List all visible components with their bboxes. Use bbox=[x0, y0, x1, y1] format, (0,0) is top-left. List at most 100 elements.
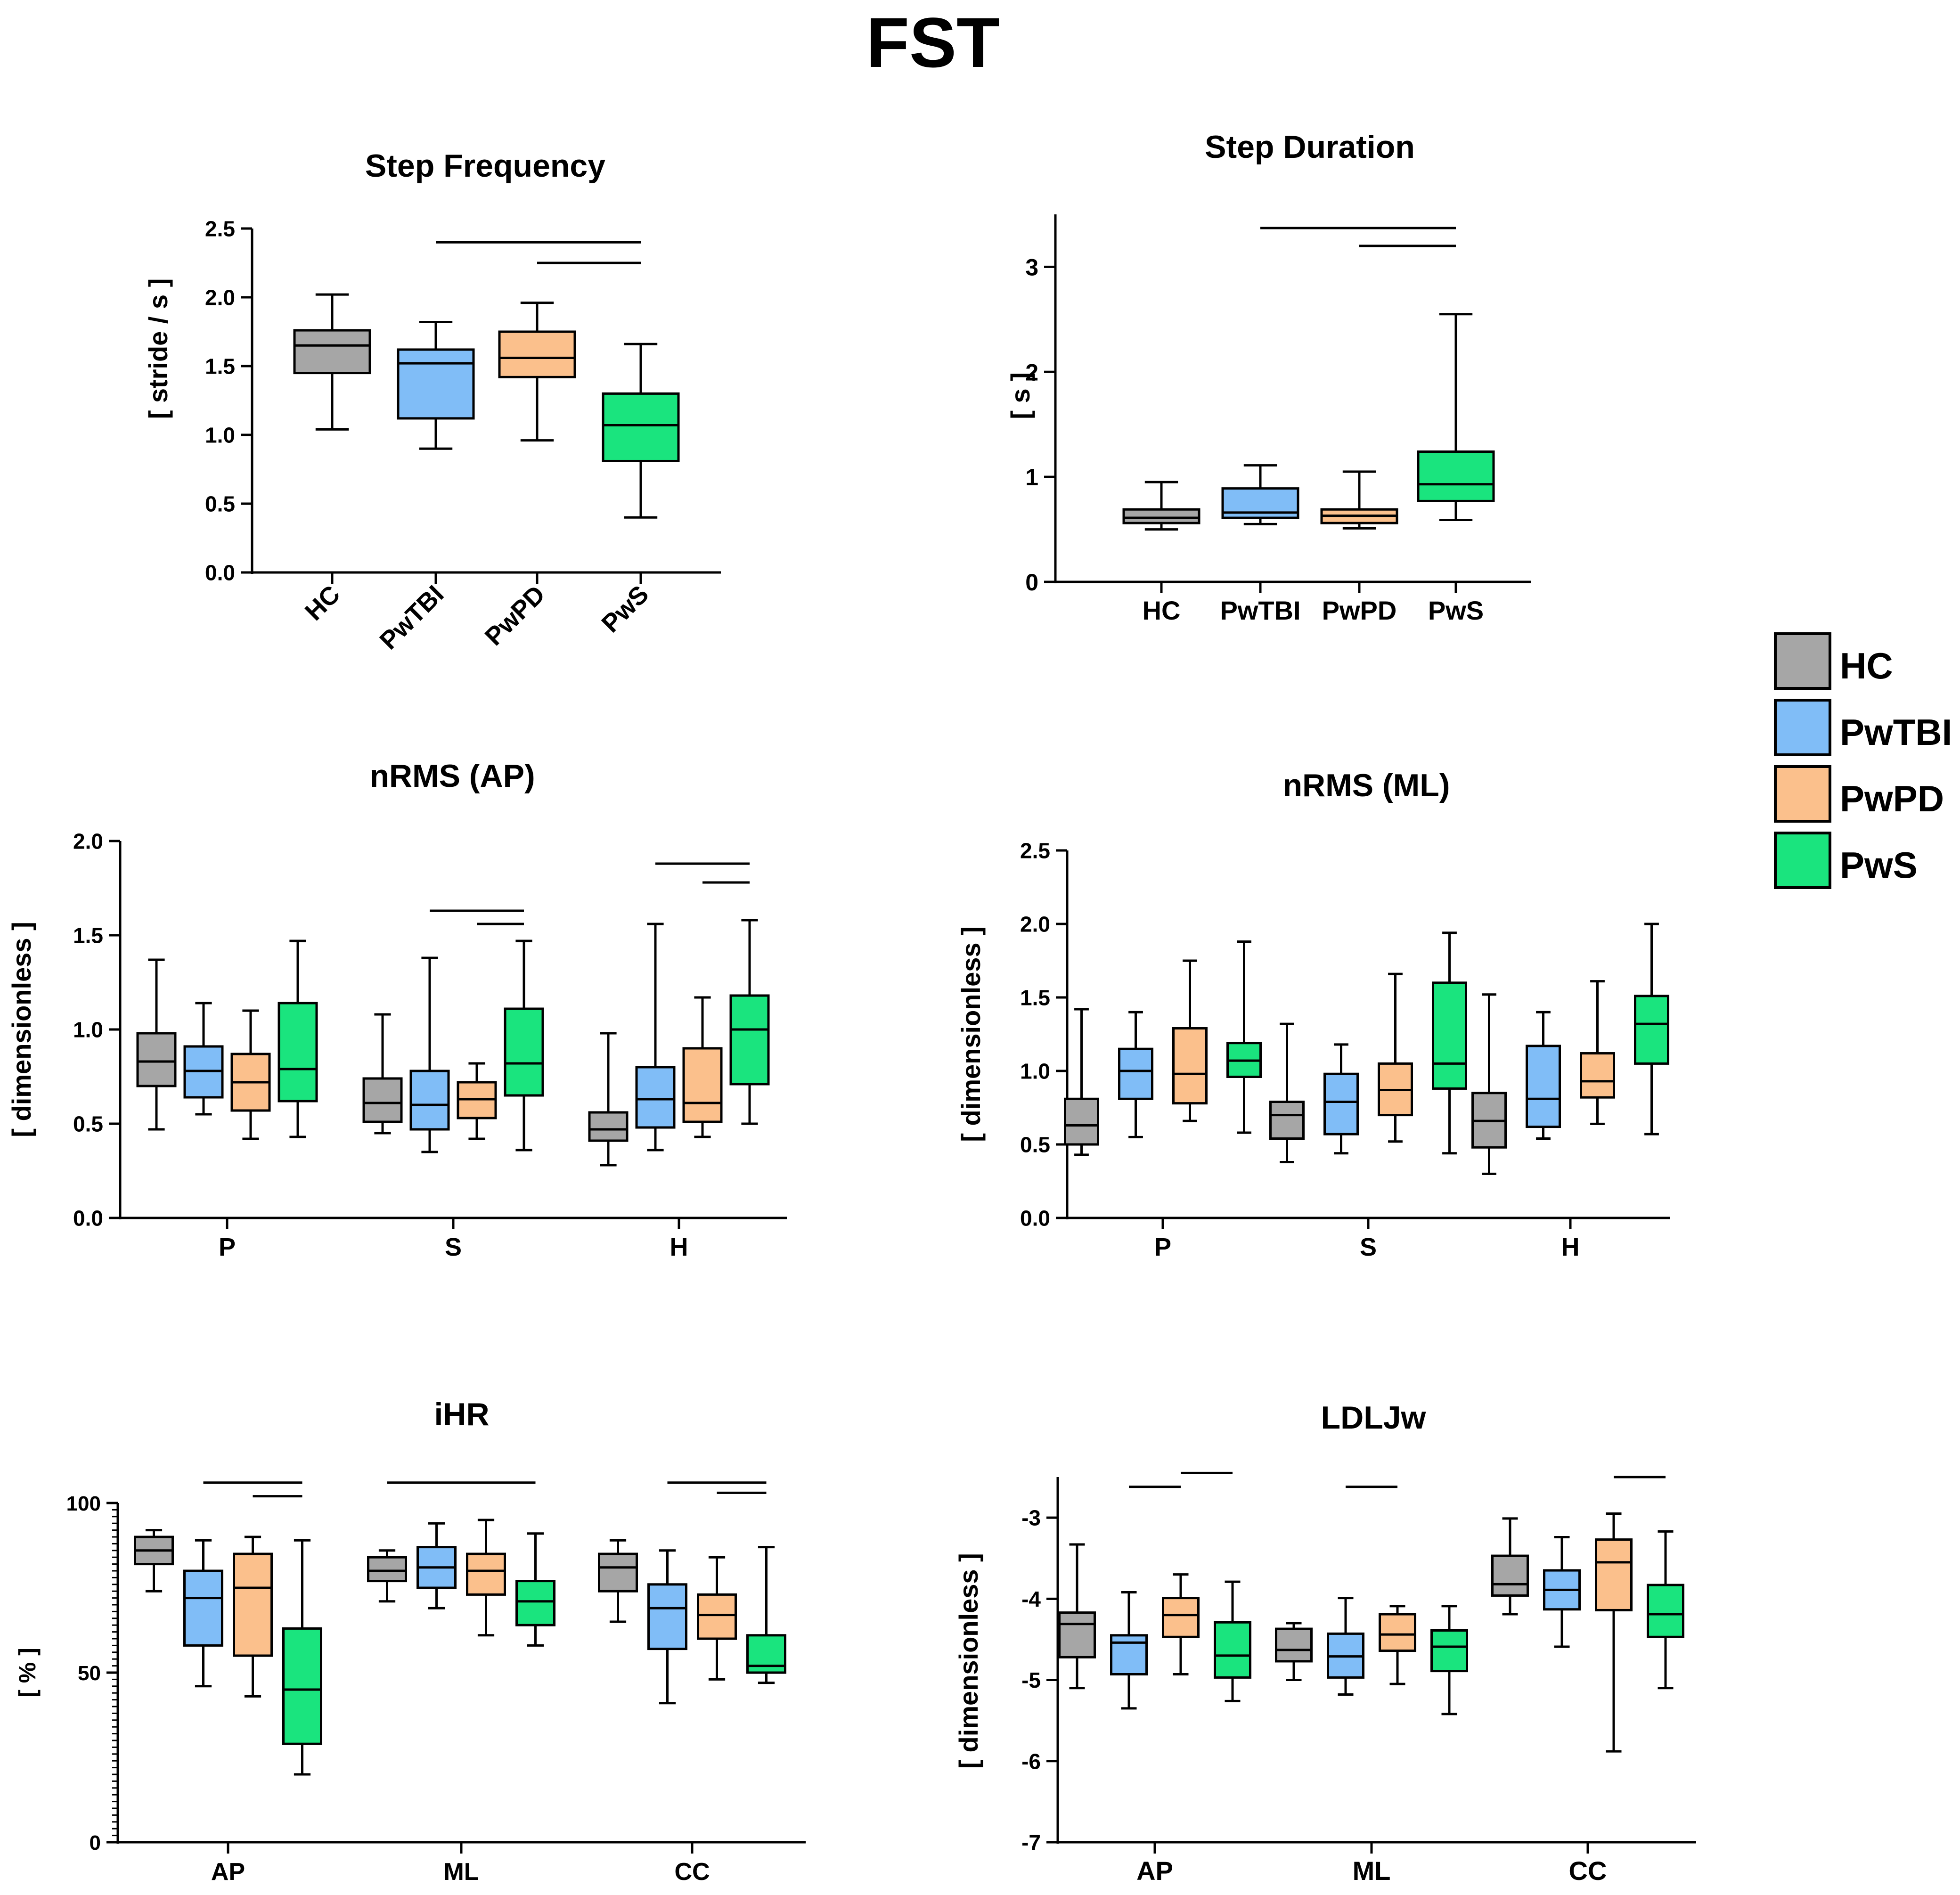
box-hc-ap bbox=[134, 1529, 174, 1593]
box-pws-ml bbox=[1430, 1605, 1468, 1715]
box-iqr bbox=[598, 1552, 638, 1593]
x-tick-label-pwpd: PwPD bbox=[1322, 596, 1397, 625]
box-pws bbox=[1417, 313, 1495, 522]
box-pws-s bbox=[504, 939, 544, 1152]
box-hc-s bbox=[362, 1013, 403, 1135]
legend-item-pwtbi: PwTBI bbox=[1774, 699, 1952, 756]
box-iqr bbox=[1214, 1621, 1251, 1679]
box-hc-h bbox=[1471, 993, 1507, 1175]
chart-ihr: iHR [ % ] 0 50 100 AP ML CC bbox=[14, 1397, 806, 1886]
x-tick-label-pwtbi: PwTBI bbox=[374, 580, 449, 655]
box-iqr bbox=[293, 329, 371, 375]
y-tick-label: -4 bbox=[1021, 1587, 1041, 1611]
box-iqr bbox=[233, 1552, 273, 1657]
y-tick-label: 0 bbox=[1025, 569, 1038, 596]
legend-item-pwpd: PwPD bbox=[1774, 765, 1944, 823]
figure-title: FST bbox=[866, 3, 999, 82]
y-tick-label: -5 bbox=[1021, 1668, 1041, 1692]
y-tick-label: 0.5 bbox=[73, 1112, 103, 1136]
box-iqr bbox=[1595, 1538, 1633, 1611]
box-pws-ml bbox=[515, 1532, 555, 1647]
box-iqr bbox=[498, 330, 576, 378]
box-pwpd-cc bbox=[1595, 1512, 1633, 1753]
box-pwtbi-ml bbox=[416, 1522, 457, 1609]
legend-label-hc: HC bbox=[1840, 645, 1893, 686]
x-tick-label-pwtbi: PwTBI bbox=[1220, 596, 1300, 625]
x-tick-label-pws: PwS bbox=[1428, 596, 1484, 625]
box-hc-p bbox=[1064, 1008, 1099, 1156]
box-pwtbi-p bbox=[183, 1002, 224, 1116]
x-tick-label-h: H bbox=[1561, 1233, 1580, 1261]
box-pwpd-ml bbox=[1379, 1605, 1416, 1685]
box-iqr bbox=[1432, 981, 1467, 1090]
x-tick-label-ap: AP bbox=[211, 1858, 245, 1886]
box-iqr bbox=[278, 1002, 318, 1103]
x-tick-label-hc: HC bbox=[300, 580, 346, 626]
y-tick-label: 1.5 bbox=[73, 923, 103, 948]
legend-swatch-pwpd bbox=[1774, 765, 1831, 823]
box-iqr bbox=[1110, 1634, 1148, 1675]
y-tick-label: 1.5 bbox=[205, 354, 235, 379]
box-pwtbi-s bbox=[409, 956, 450, 1153]
box-pws-s bbox=[1432, 931, 1467, 1155]
box-pws-h bbox=[729, 919, 770, 1125]
y-axis-label: [ s ] bbox=[1005, 372, 1035, 419]
box-hc-cc bbox=[1491, 1517, 1529, 1616]
legend-label-pwtbi: PwTBI bbox=[1840, 711, 1952, 753]
box-pwpd-h bbox=[1580, 980, 1615, 1125]
box-hc-h bbox=[588, 1032, 629, 1167]
x-tick-label-pwpd: PwPD bbox=[480, 580, 551, 651]
box-pwpd-s bbox=[1378, 972, 1413, 1143]
y-tick-label: 2 bbox=[1025, 359, 1038, 385]
x-tick-label-cc: CC bbox=[674, 1858, 710, 1886]
box-iqr bbox=[746, 1634, 786, 1674]
box-pwtbi-ap bbox=[183, 1539, 223, 1688]
y-tick-label: 1.0 bbox=[1020, 1059, 1050, 1084]
box-pws-cc bbox=[746, 1546, 786, 1684]
box-hc-ml bbox=[367, 1549, 407, 1603]
y-tick-label: 0.5 bbox=[205, 492, 235, 516]
legend-swatch-pwtbi bbox=[1774, 699, 1831, 756]
box-hc-p bbox=[136, 958, 177, 1131]
box-pws-h bbox=[1634, 923, 1669, 1135]
box-iqr bbox=[1491, 1554, 1529, 1597]
box-pws-p bbox=[278, 939, 318, 1138]
chart-nrms-ml: nRMS (ML) [ dimensionless ] 0.0 0.5 1.0 1.5 2.… bbox=[956, 768, 1670, 1261]
box-pwpd-p bbox=[230, 1009, 271, 1140]
box-iqr bbox=[136, 1032, 177, 1087]
y-tick-label: 0 bbox=[90, 1831, 101, 1854]
chart-title: iHR bbox=[434, 1397, 489, 1432]
y-tick-label: 0.0 bbox=[1020, 1206, 1050, 1231]
x-tick-label-hc: HC bbox=[1143, 596, 1181, 625]
y-tick-label: -3 bbox=[1021, 1506, 1041, 1530]
x-tick-label-s: S bbox=[1360, 1233, 1377, 1261]
box-pwpd bbox=[1320, 470, 1398, 530]
x-tick-label-p: P bbox=[219, 1233, 236, 1261]
box-iqr bbox=[1417, 450, 1495, 502]
chart-title: LDLJw bbox=[1321, 1400, 1427, 1436]
y-tick-label: 0.0 bbox=[73, 1206, 103, 1231]
legend-label-pwpd: PwPD bbox=[1840, 778, 1944, 819]
chart-step-frequency: Step Frequency [ stride / s ] 0.0 0.5 1.0 1.5… bbox=[143, 148, 721, 655]
legend-swatch-pws bbox=[1774, 832, 1831, 889]
box-pws-cc bbox=[1647, 1530, 1684, 1690]
box-hc-cc bbox=[598, 1539, 638, 1623]
box-iqr bbox=[1634, 995, 1669, 1065]
box-iqr bbox=[1122, 508, 1200, 524]
x-tick-label-ml: ML bbox=[443, 1858, 479, 1886]
legend-swatch-hc bbox=[1774, 632, 1831, 690]
chart-step-duration: Step Duration [ s ] 0 1 2 3 HC PwTBI PwPD PwS bbox=[1005, 129, 1531, 625]
box-pwtbi-cc bbox=[647, 1549, 687, 1705]
box-iqr bbox=[1526, 1045, 1561, 1128]
box-iqr bbox=[466, 1552, 506, 1596]
box-iqr bbox=[515, 1580, 555, 1626]
y-axis-label: [ stride / s ] bbox=[143, 278, 173, 419]
box-iqr bbox=[1162, 1597, 1200, 1638]
box-pwtbi-ap bbox=[1110, 1591, 1148, 1710]
chart-title: Step Duration bbox=[1205, 129, 1415, 165]
box-pwtbi bbox=[397, 321, 475, 450]
box-iqr bbox=[1580, 1052, 1615, 1099]
box-iqr bbox=[1379, 1613, 1416, 1652]
chart-nrms-ap: nRMS (AP) [ dimensionless ] 0.0 0.5 1.0 1.5 2.… bbox=[7, 758, 787, 1261]
box-hc bbox=[293, 293, 371, 431]
